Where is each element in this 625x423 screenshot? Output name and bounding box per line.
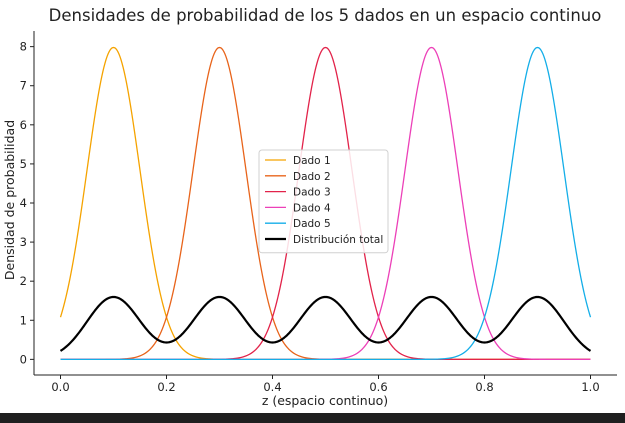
legend-label: Dado 4 <box>293 202 331 214</box>
y-tick-label: 0 <box>20 352 27 366</box>
x-tick-label: 0.4 <box>263 380 281 394</box>
x-tick-label: 0.2 <box>157 380 175 394</box>
bottom-bar <box>0 413 625 423</box>
x-tick-label: 0.6 <box>369 380 387 394</box>
y-tick-label: 7 <box>20 79 27 93</box>
legend: Dado 1 Dado 2 Dado 3 Dado 4 Dado 5 Distribuci… <box>258 149 389 254</box>
legend-box <box>258 149 389 254</box>
y-tick-label: 5 <box>20 157 27 171</box>
plot-area <box>59 46 592 361</box>
x-tick-label: 1.0 <box>581 380 599 394</box>
chart-title: Densidades de probabilidad de los 5 dado… <box>49 6 602 25</box>
x-axis-label: z (espacio continuo) <box>262 393 388 408</box>
y-tick-label: 3 <box>20 235 27 249</box>
series-line-6 <box>59 295 592 352</box>
legend-label: Dado 1 <box>293 155 331 167</box>
legend-label: Dado 5 <box>293 218 331 230</box>
y-tick-label: 8 <box>20 40 27 54</box>
axes: 0.0 0.2 0.4 0.6 0.8 1.0 0 1 2 3 4 5 6 7 8 <box>20 31 617 394</box>
x-tick-label: 0.8 <box>475 380 493 394</box>
y-axis-label: Densidad de probabilidad <box>2 120 17 280</box>
legend-label: Dado 2 <box>293 171 331 183</box>
y-tick-label: 2 <box>20 274 27 288</box>
y-tick-label: 4 <box>20 196 27 210</box>
series-line-5 <box>60 46 592 361</box>
legend-label: Distribución total <box>293 234 383 246</box>
x-tick-label: 0.0 <box>51 380 69 394</box>
legend-label: Dado 3 <box>293 187 331 199</box>
y-tick-label: 6 <box>20 118 27 132</box>
y-tick-label: 1 <box>20 313 27 327</box>
